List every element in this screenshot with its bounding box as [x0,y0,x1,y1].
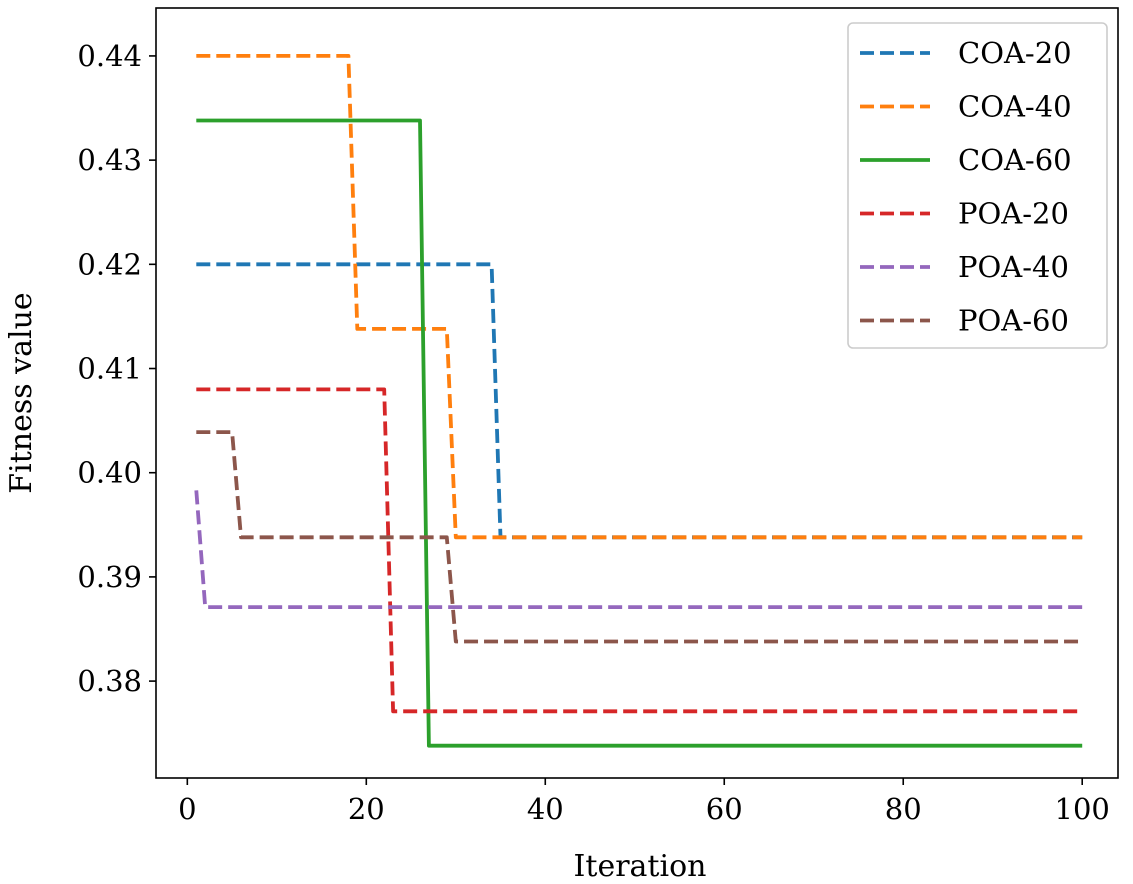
y-tick-label: 0.40 [77,456,142,490]
y-tick-label: 0.41 [77,352,142,386]
x-axis-label: Iteration [574,849,707,884]
series-line-coa-40 [196,54,1083,540]
x-tick-label: 100 [1055,792,1110,826]
series-line-poa-40 [194,490,1083,609]
legend-label-coa-60: COA-60 [958,143,1072,177]
series-line-coa-60 [196,118,1083,748]
x-axis: 0 20 40 60 80 100 [178,778,1110,826]
y-tick-label: 0.43 [77,143,142,177]
series-layer [194,54,1083,748]
series-line-poa-20 [196,387,1083,714]
x-tick-label: 20 [348,792,385,826]
y-tick-label: 0.44 [77,39,142,73]
y-tick-label: 0.38 [77,664,142,698]
x-tick-label: 40 [527,792,564,826]
x-tick-label: 80 [885,792,922,826]
series-line-coa-20 [196,262,1083,540]
legend-label-coa-20: COA-20 [958,36,1072,70]
legend-label-poa-40: POA-40 [958,250,1069,284]
x-tick-label: 0 [178,792,196,826]
legend-label-poa-20: POA-20 [958,197,1069,231]
plot-frame [155,7,1119,779]
series-line-poa-60 [196,430,1083,644]
legend: COA-20 COA-40 COA-60 POA-20 POA-40 POA-60 [847,22,1108,349]
y-tick-label: 0.39 [77,560,142,594]
y-axis-label: Fitness value [4,292,39,493]
legend-box [847,22,1108,349]
y-axis: 0.38 0.39 0.40 0.41 0.42 0.43 0.44 [77,39,156,698]
x-tick-label: 60 [706,792,743,826]
y-tick-label: 0.42 [77,247,142,281]
legend-label-poa-60: POA-60 [958,304,1069,338]
legend-label-coa-40: COA-40 [958,90,1072,124]
